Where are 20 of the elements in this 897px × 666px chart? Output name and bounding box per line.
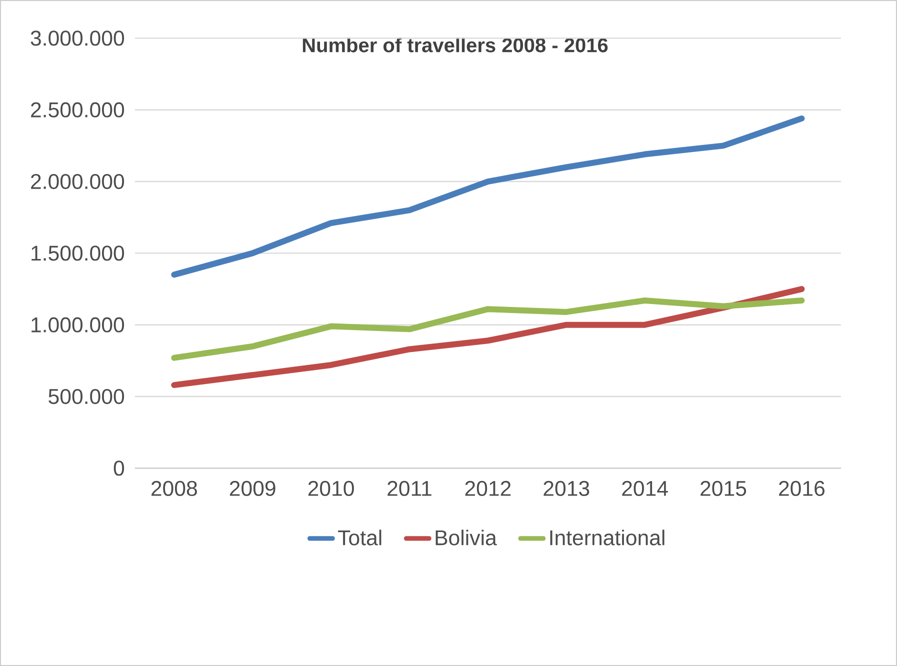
x-tick-label: 2010 — [308, 480, 354, 496]
x-tick-label: 2011 — [388, 480, 432, 496]
legend-label: International — [550, 530, 664, 546]
y-tick-label: 0 — [114, 460, 124, 476]
legend-label: Total — [338, 530, 382, 546]
x-tick-label: 2009 — [230, 480, 276, 496]
y-tick-label: 2.000.000 — [31, 174, 124, 190]
x-tick-label: 2008 — [151, 480, 197, 496]
x-tick-label: 2015 — [700, 480, 746, 496]
y-tick-label: 3.000.000 — [30, 30, 124, 46]
x-tick-label: 2014 — [622, 480, 668, 496]
legend-label: Bolivia — [436, 530, 497, 546]
x-tick-label: 2013 — [544, 480, 590, 496]
y-tick-label: 2.500.000 — [31, 102, 124, 118]
y-tick-label: 1.500.000 — [32, 246, 124, 261]
x-tick-label: 2016 — [779, 480, 824, 496]
y-tick-label: 500.000 — [48, 388, 124, 404]
x-tick-label: 2012 — [465, 480, 511, 496]
y-tick-label: 1.000.000 — [32, 317, 124, 332]
chart-title: Number of travellers 2008 - 2016 — [302, 38, 608, 52]
